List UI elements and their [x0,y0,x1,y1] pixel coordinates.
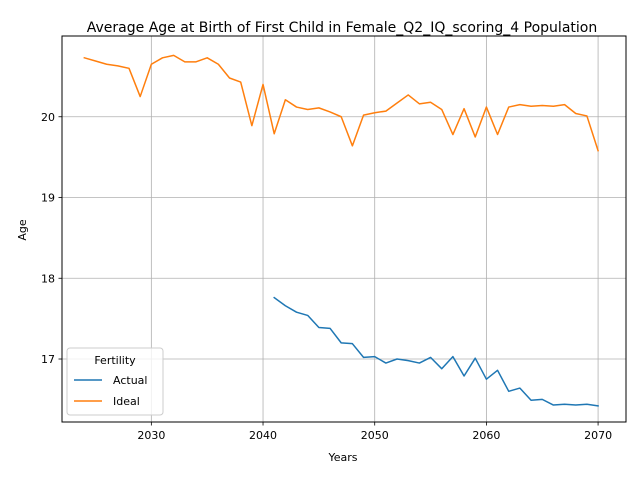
x-tick-label: 2070 [584,429,612,442]
legend-box [66,347,164,416]
grid-lines [62,36,626,422]
x-tick-label: 2060 [472,429,500,442]
y-tick-label: 18 [41,272,55,285]
y-axis-label: Age [16,219,29,241]
legend-label-ideal: Ideal [113,395,140,408]
plot-area-frame [61,35,627,423]
axis-ticks: 2030 2040 2050 2060 2070 17 18 19 20 [41,111,612,442]
x-tick-label: 2040 [249,429,277,442]
x-tick-label: 2030 [137,429,165,442]
legend-title: Fertility [94,354,136,367]
y-tick-label: 17 [41,353,55,366]
series-line-actual [273,296,599,407]
x-axis-label: Years [327,451,357,464]
legend-label-actual: Actual [113,374,147,387]
chart-title: Average Age at Birth of First Child in F… [87,20,597,36]
plot-series [83,54,600,407]
y-tick-label: 20 [41,111,55,124]
x-tick-label: 2050 [361,429,389,442]
y-tick-label: 19 [41,192,55,205]
series-line-ideal [83,54,600,152]
legend: Fertility Actual Ideal [66,347,164,416]
